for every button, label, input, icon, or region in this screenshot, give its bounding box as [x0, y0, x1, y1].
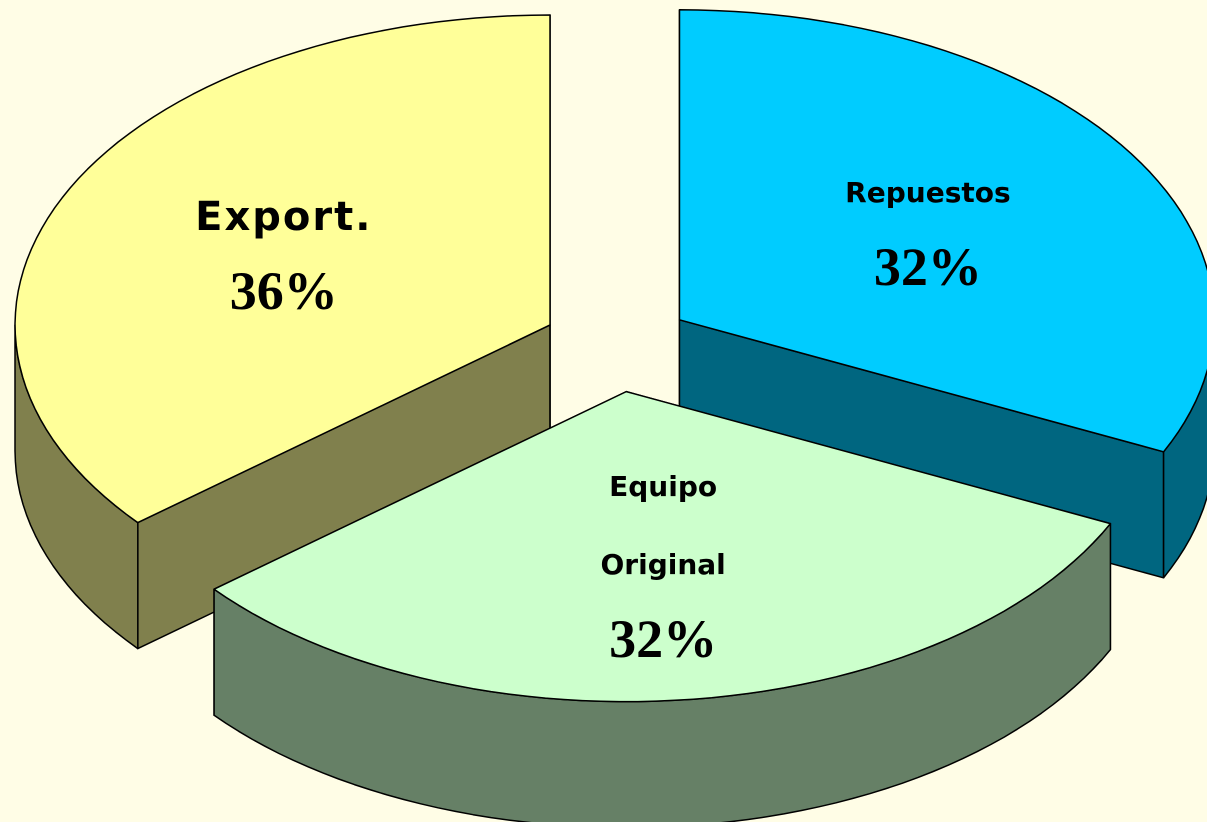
category-label: Repuestos	[845, 176, 1011, 210]
value-label: 32%	[873, 237, 982, 298]
slice	[14, 14, 551, 524]
slice-label: Equipo Original 32%	[533, 448, 793, 674]
category-label: Equipo Original	[600, 469, 726, 581]
slice	[678, 9, 1207, 453]
category-label: Export.	[195, 194, 373, 241]
value-label: 32%	[609, 608, 718, 669]
slice	[213, 390, 1112, 703]
slice-label: Export. 36%	[154, 178, 414, 326]
value-label: 36%	[229, 261, 338, 322]
slice-wall	[1162, 368, 1207, 579]
slice-label: Repuestos 32%	[798, 154, 1058, 302]
